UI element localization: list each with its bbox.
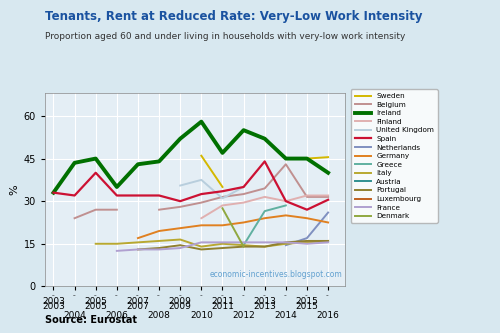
Text: 2003: 2003 [42,302,65,311]
Text: 2010: 2010 [190,311,213,320]
Text: 2013: 2013 [254,297,276,306]
Text: 2013: 2013 [254,302,276,311]
Text: Source: Eurostat: Source: Eurostat [45,315,137,325]
Text: 2016: 2016 [316,311,340,320]
Y-axis label: %: % [10,184,20,195]
Text: 2004: 2004 [63,311,86,320]
Text: 2006: 2006 [106,311,128,320]
Text: 2014: 2014 [274,311,297,320]
Text: 2009: 2009 [169,297,192,306]
Text: 2008: 2008 [148,311,171,320]
Text: 2005: 2005 [84,302,107,311]
Text: 2011: 2011 [211,302,234,311]
Text: economic-incentives.blogspot.com: economic-incentives.blogspot.com [210,270,343,279]
Text: 2003: 2003 [42,297,65,306]
Text: 2009: 2009 [169,302,192,311]
Text: 2011: 2011 [211,297,234,306]
Legend: Sweden, Belgium, Ireland, Finland, United Kingdom, Spain, Netherlands, Germany, : Sweden, Belgium, Ireland, Finland, Unite… [351,89,438,223]
Text: 2015: 2015 [296,297,318,306]
Text: Proportion aged 60 and under living in households with very-low work intensity: Proportion aged 60 and under living in h… [45,32,406,41]
Text: Tenants, Rent at Reduced Rate: Very-Low Work Intensity: Tenants, Rent at Reduced Rate: Very-Low … [45,10,422,23]
Text: 2012: 2012 [232,311,255,320]
Text: 2007: 2007 [126,302,150,311]
Text: 2005: 2005 [84,297,107,306]
Text: 2007: 2007 [126,297,150,306]
Text: 2015: 2015 [296,302,318,311]
